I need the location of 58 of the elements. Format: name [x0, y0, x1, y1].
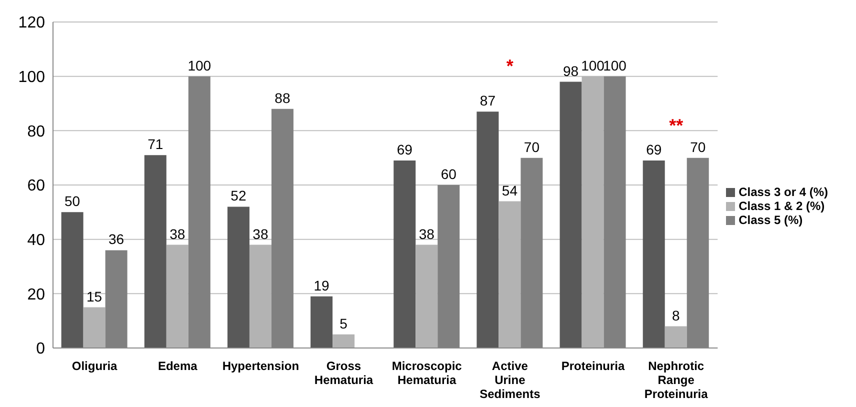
bar	[144, 155, 166, 348]
x-tick-label: Proteinuria	[561, 359, 625, 373]
data-label: 100	[581, 57, 605, 74]
data-label: 38	[252, 226, 268, 242]
bar	[332, 334, 355, 348]
data-label: 54	[502, 182, 518, 198]
data-label: 70	[690, 138, 706, 155]
bar	[83, 307, 106, 348]
bar	[664, 326, 687, 348]
data-label: 8	[672, 307, 680, 324]
x-tick-label: Microscopic Hematuria	[392, 359, 462, 387]
data-label: 38	[418, 226, 435, 242]
data-label: 88	[274, 90, 290, 106]
annotation: *	[506, 56, 514, 76]
data-label: 87	[480, 92, 496, 109]
bar	[61, 212, 84, 348]
data-label: 36	[108, 231, 124, 248]
data-label: 100	[603, 57, 627, 74]
data-label: 38	[170, 226, 186, 242]
data-label: 71	[148, 136, 164, 152]
data-label: 50	[64, 193, 80, 210]
x-tick-label: Edema	[158, 359, 198, 373]
data-label: 69	[646, 142, 662, 158]
data-label: 100	[188, 57, 212, 74]
y-tick-label: 100	[18, 69, 46, 86]
y-tick-label: 40	[27, 232, 46, 250]
legend-label: Class 3 or 4 (%)	[738, 184, 828, 198]
data-label: 5	[340, 315, 348, 332]
x-tick-label: Oliguria	[72, 359, 118, 373]
data-label: 69	[396, 142, 413, 158]
bar	[560, 82, 582, 348]
x-tick-label: Nephrotic Range Proteinuria	[644, 359, 708, 401]
data-label: 70	[524, 138, 540, 155]
bar	[476, 112, 499, 348]
legend-label: Class 1 & 2 (%)	[738, 198, 825, 212]
y-tick-label: 20	[27, 286, 46, 304]
x-tick-label: Hypertension	[222, 359, 300, 373]
data-label: 19	[314, 277, 330, 294]
bar	[310, 296, 333, 348]
y-tick-label: 120	[18, 14, 46, 32]
annotation: **	[669, 116, 684, 136]
data-label: 60	[440, 166, 457, 182]
y-tick-label: 60	[27, 178, 46, 195]
bar	[416, 244, 438, 348]
data-label: 98	[562, 62, 579, 79]
legend-label: Class 5 (%)	[738, 212, 803, 226]
bar	[642, 160, 665, 348]
data-label: 15	[86, 288, 102, 304]
bar	[249, 244, 272, 348]
x-tick-label: Active Urine Sediments	[480, 359, 541, 401]
y-tick-label: 80	[27, 123, 46, 140]
x-tick-label: Gross Hematuria	[314, 359, 374, 387]
bar	[498, 201, 521, 348]
bar	[394, 160, 416, 348]
data-label: 52	[230, 188, 246, 204]
bar	[227, 206, 250, 348]
bar	[166, 244, 188, 348]
y-tick-label: 0	[36, 340, 46, 358]
